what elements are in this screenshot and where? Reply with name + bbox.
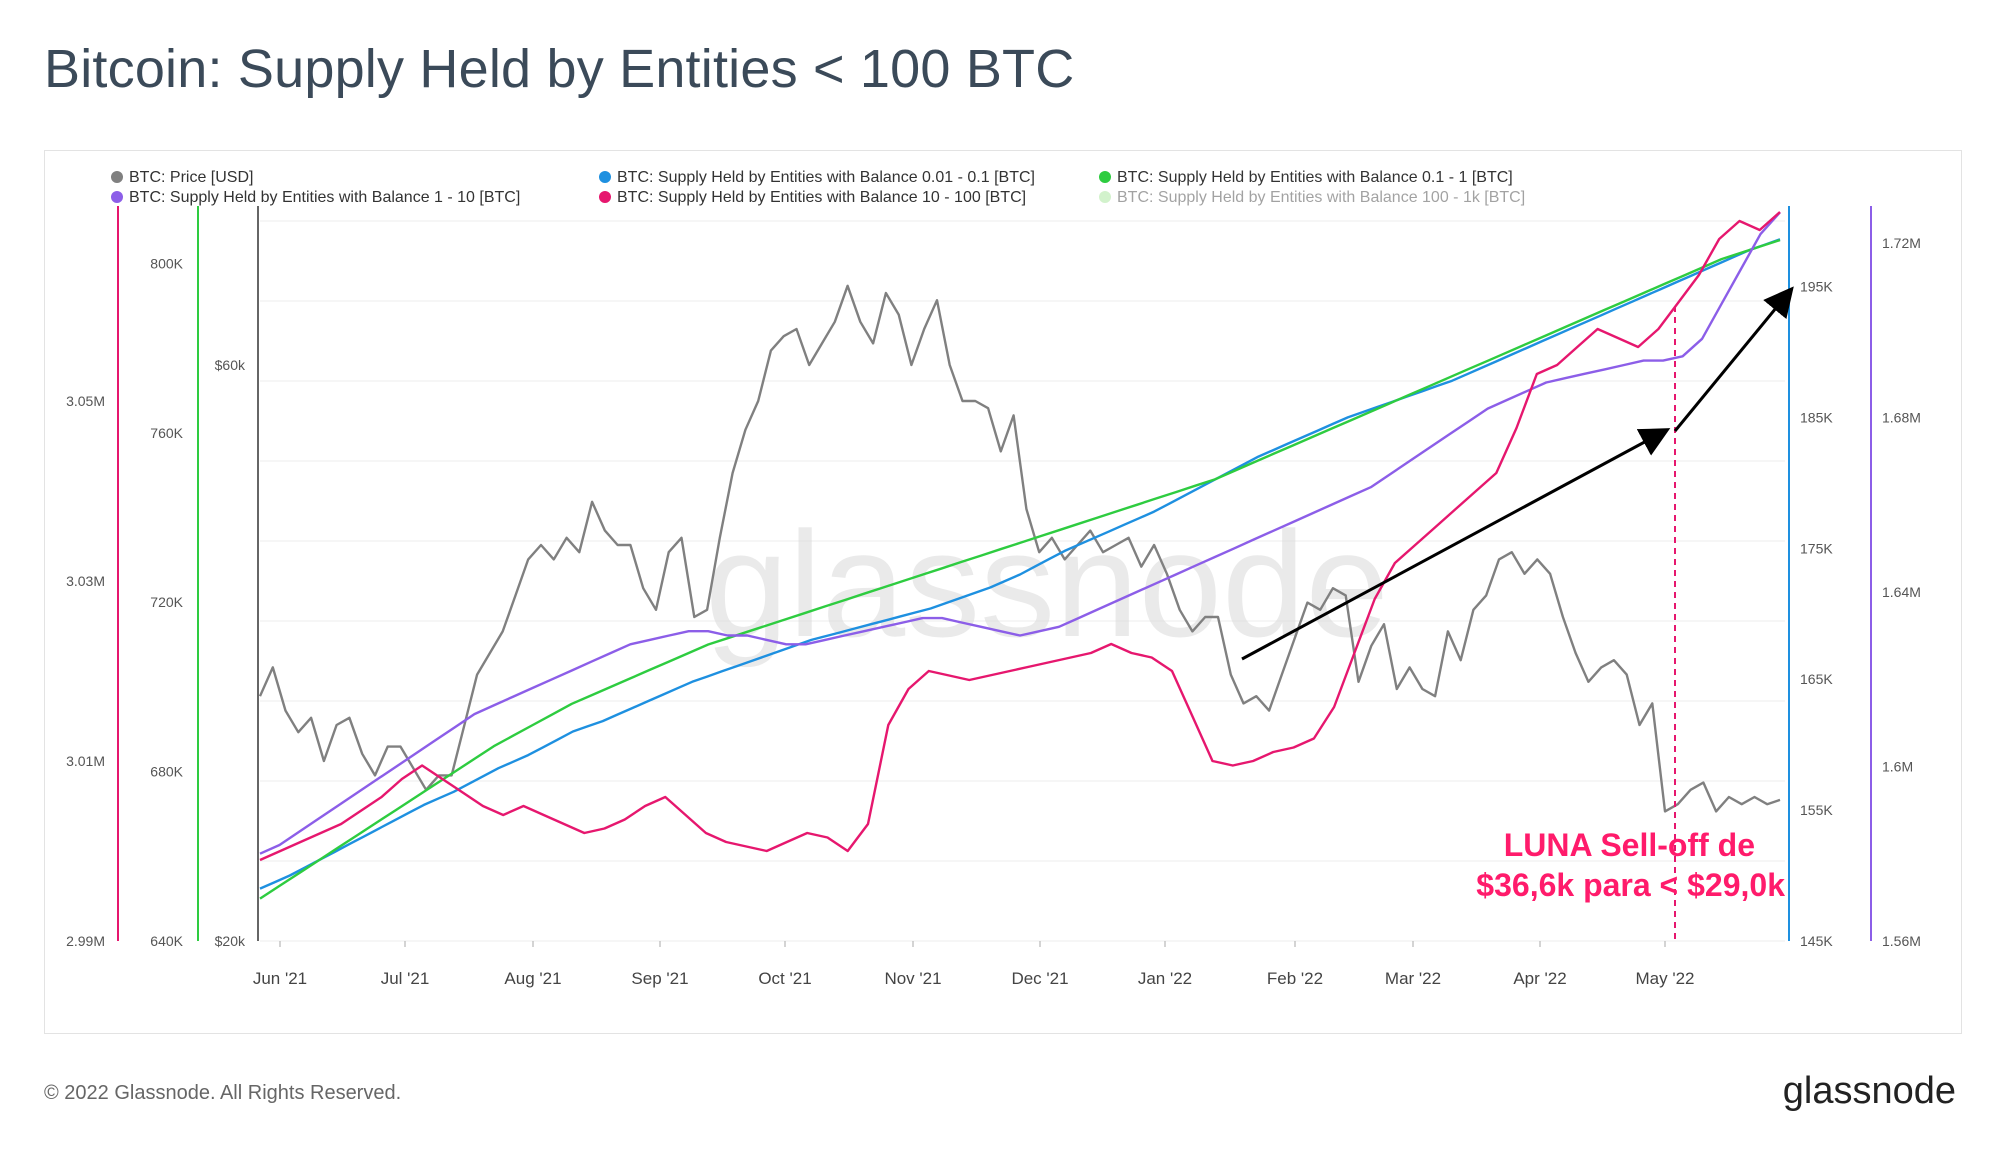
- legend-dot: [111, 171, 123, 183]
- axis-tick-s001_01: 145K: [1800, 933, 1833, 949]
- x-tick-label: Jun '21: [253, 969, 307, 988]
- axis-tick-s01_1: 760K: [150, 425, 183, 441]
- chart-card: glassnode 2.99M 3.01M 3.03M 3.05M 640K 680K 72…: [44, 150, 1962, 1034]
- legend-item[interactable]: BTC: Price [USD]: [111, 169, 253, 186]
- x-tick-label: Jul '21: [381, 969, 430, 988]
- legend-item[interactable]: BTC: Supply Held by Entities with Balanc…: [599, 169, 1035, 186]
- x-tick-label: Mar '22: [1385, 969, 1441, 988]
- axis-tick-s001_01: 195K: [1800, 278, 1833, 294]
- chart[interactable]: glassnode 2.99M3.01M3.03M3.05M640K680K72…: [45, 151, 1961, 1033]
- x-tick-label: Apr '22: [1513, 969, 1566, 988]
- series-line-0[interactable]: [258, 284, 1781, 813]
- legend-label: BTC: Supply Held by Entities with Balanc…: [1117, 169, 1513, 186]
- axis-tick-s10_100: 3.05M: [66, 393, 105, 409]
- x-tick-label: Sep '21: [631, 969, 688, 988]
- legend-dot: [111, 191, 123, 203]
- footer-logo[interactable]: glassnode: [1782, 1070, 1956, 1112]
- series-line-3[interactable]: [259, 211, 1781, 855]
- x-tick-label: Jan '22: [1138, 969, 1192, 988]
- legend-dot: [1099, 171, 1111, 183]
- footer-copyright: © 2022 Glassnode. All Rights Reserved.: [44, 1082, 402, 1104]
- trend-arrow-1: [1241, 428, 1671, 661]
- legend-dot: [599, 191, 611, 203]
- axis-tick-s1_10: 1.56M: [1882, 933, 1921, 949]
- legend-item[interactable]: BTC: Supply Held by Entities with Balanc…: [1099, 169, 1513, 186]
- legend-label: BTC: Supply Held by Entities with Balanc…: [617, 189, 1026, 206]
- axis-tick-s001_01: 185K: [1800, 409, 1833, 425]
- axis-tick-price: $60k: [215, 357, 246, 373]
- x-tick-label: Aug '21: [504, 969, 561, 988]
- axis-tick-s01_1: 640K: [150, 933, 183, 949]
- axis-tick-price: $20k: [215, 933, 246, 949]
- legend-label: BTC: Supply Held by Entities with Balanc…: [129, 189, 520, 206]
- axis-tick-s01_1: 680K: [150, 764, 183, 780]
- trend-arrow-2: [1673, 286, 1794, 432]
- legend-item[interactable]: BTC: Supply Held by Entities with Balanc…: [1099, 189, 1525, 206]
- axis-tick-s1_10: 1.6M: [1882, 758, 1913, 774]
- axis-tick-s10_100: 3.01M: [66, 753, 105, 769]
- axes: 2.99M 3.01M 3.03M 3.05M 640K 680K 720K 760K 800K…: [66, 206, 1921, 949]
- annotation-line-2: $36,6k para < $29,0k: [1476, 867, 1785, 903]
- series-line-4[interactable]: [259, 211, 1781, 862]
- x-axis-ticks: Jun '21 Jul '21 Aug '21 Sep '21 Oct '21 Nov '…: [253, 941, 1695, 988]
- legend-dot: [1099, 191, 1111, 203]
- trend-arrows: [1241, 286, 1794, 661]
- axis-tick-s10_100: 2.99M: [66, 933, 105, 949]
- x-tick-label: Feb '22: [1267, 969, 1323, 988]
- legend: BTC: Price [USD] BTC: Supply Held by Enti…: [111, 169, 1525, 206]
- page-title: Bitcoin: Supply Held by Entities < 100 B…: [44, 39, 1075, 99]
- series-line-1[interactable]: [259, 238, 1781, 890]
- x-tick-label: Dec '21: [1011, 969, 1068, 988]
- legend-item[interactable]: BTC: Supply Held by Entities with Balanc…: [111, 189, 520, 206]
- series-line-2[interactable]: [259, 238, 1781, 900]
- axis-tick-s001_01: 165K: [1800, 671, 1833, 687]
- axis-tick-s1_10: 1.68M: [1882, 409, 1921, 425]
- axis-tick-s1_10: 1.64M: [1882, 584, 1921, 600]
- x-tick-label: Nov '21: [884, 969, 941, 988]
- axis-tick-s01_1: 720K: [150, 594, 183, 610]
- axis-tick-s01_1: 800K: [150, 255, 183, 271]
- legend-label: BTC: Supply Held by Entities with Balanc…: [1117, 189, 1525, 206]
- legend-dot: [599, 171, 611, 183]
- legend-label: BTC: Supply Held by Entities with Balanc…: [617, 169, 1035, 186]
- x-tick-label: Oct '21: [758, 969, 811, 988]
- axis-tick-s10_100: 3.03M: [66, 573, 105, 589]
- series-lines: [258, 211, 1781, 900]
- legend-label: BTC: Price [USD]: [129, 169, 253, 186]
- legend-item[interactable]: BTC: Supply Held by Entities with Balanc…: [599, 189, 1026, 206]
- x-tick-label: May '22: [1636, 969, 1695, 988]
- axis-tick-s001_01: 175K: [1800, 540, 1833, 556]
- axis-tick-s001_01: 155K: [1800, 802, 1833, 818]
- axis-tick-s1_10: 1.72M: [1882, 235, 1921, 251]
- annotation-line-1: LUNA Sell-off de: [1504, 827, 1755, 863]
